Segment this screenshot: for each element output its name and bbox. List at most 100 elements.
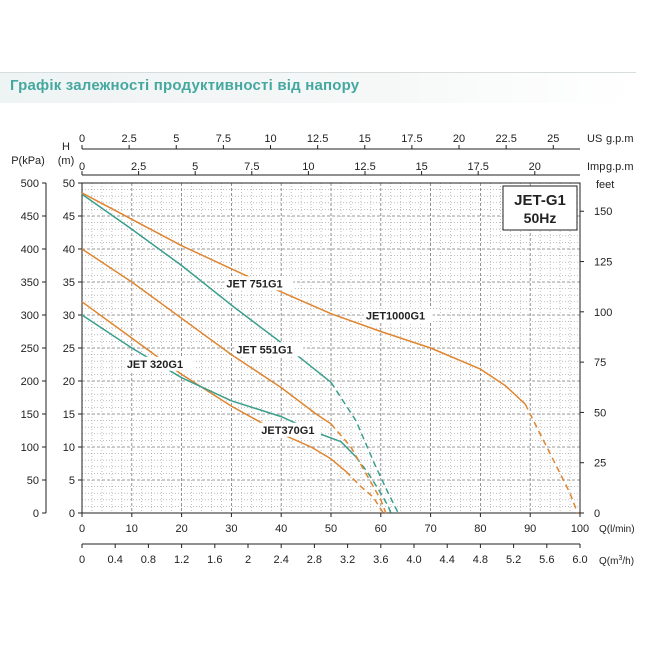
series-line-dashed-jet-751g1 xyxy=(330,381,399,514)
m3h-tick-label: 4.0 xyxy=(406,554,421,566)
pressure-tick-label: 400 xyxy=(21,244,39,256)
imp-gpm-axis-unit: g.p.m xyxy=(606,161,634,173)
pressure-tick-label: 500 xyxy=(21,178,39,190)
pressure-tick-label: 200 xyxy=(21,376,39,388)
feet-tick-label: 0 xyxy=(594,508,600,520)
series-line-jet-320g1 xyxy=(81,301,347,472)
series-label-bg xyxy=(363,308,433,323)
us-gpm-tick-label: 25 xyxy=(547,133,559,145)
x-tick-label-lmin: 20 xyxy=(175,523,187,535)
us-gpm-tick-label: 0 xyxy=(79,133,85,145)
series-line-dashed-jet-551g1 xyxy=(330,423,387,514)
y-tick-label-head: 15 xyxy=(63,409,75,421)
x-tick-label-lmin: 70 xyxy=(424,523,436,535)
series-label-bg xyxy=(224,276,294,291)
imp-gpm-tick-label: 7.5 xyxy=(244,161,259,173)
x-tick-label-lmin: 80 xyxy=(474,523,486,535)
us-gpm-tick-label: 12.5 xyxy=(307,133,328,145)
imp-gpm-tick-label: 15 xyxy=(415,161,427,173)
x-tick-label-lmin: 30 xyxy=(225,523,237,535)
pressure-tick-label: 150 xyxy=(21,409,39,421)
us-gpm-axis-unit: g.p.m xyxy=(606,133,634,145)
feet-tick-label: 25 xyxy=(594,458,606,470)
series-label: JET1000G1 xyxy=(366,311,425,323)
y-tick-label-head: 5 xyxy=(69,475,75,487)
x-tick-label-lmin: 40 xyxy=(275,523,287,535)
y-tick-label-head: 45 xyxy=(63,211,75,223)
us-gpm-tick-label: 7.5 xyxy=(216,133,231,145)
y-tick-label-head: 0 xyxy=(69,508,75,520)
y-tick-label-head: 25 xyxy=(63,343,75,355)
m3h-tick-label: 1.6 xyxy=(207,554,222,566)
y-tick-label-head: 50 xyxy=(63,178,75,190)
m3h-tick-label: 3.6 xyxy=(373,554,388,566)
x-tick-label-lmin: 100 xyxy=(571,523,589,535)
model-box-frequency: 50Hz xyxy=(524,210,557,226)
m3h-tick-label: 3.2 xyxy=(340,554,355,566)
x-tick-label-lmin: 90 xyxy=(524,523,536,535)
series-line-jet1000g1 xyxy=(81,192,526,405)
us-gpm-tick-label: 2.5 xyxy=(121,133,136,145)
imp-gpm-tick-label: 10 xyxy=(302,161,314,173)
x-tick-label-lmin: 50 xyxy=(325,523,337,535)
feet-tick-label: 50 xyxy=(594,407,606,419)
us-gpm-tick-label: 5 xyxy=(173,133,179,145)
m3h-tick-label: 2 xyxy=(245,554,251,566)
x-axis-title-m3h: Q(m3/h) xyxy=(599,555,634,567)
feet-axis-title: feet xyxy=(596,179,614,191)
m3h-tick-label: 1.2 xyxy=(174,554,189,566)
head-axis-title: H xyxy=(62,141,70,153)
m3h-tick-label: 4.8 xyxy=(473,554,488,566)
series-label-bg xyxy=(124,356,194,371)
pressure-tick-label: 250 xyxy=(21,343,39,355)
us-gpm-tick-label: 20 xyxy=(453,133,465,145)
imp-gpm-tick-label: 20 xyxy=(529,161,541,173)
imp-gpm-tick-label: 17.5 xyxy=(467,161,488,173)
series-label: JET 320G1 xyxy=(127,359,183,371)
model-box xyxy=(502,185,578,231)
y-tick-label-head: 30 xyxy=(63,310,75,322)
m3h-tick-label: 5.6 xyxy=(539,554,554,566)
feet-tick-label: 75 xyxy=(594,357,606,369)
m3h-tick-label: 0.8 xyxy=(141,554,156,566)
feet-tick-label: 100 xyxy=(594,307,612,319)
pressure-tick-label: 300 xyxy=(21,310,39,322)
feet-tick-label: 125 xyxy=(594,257,612,269)
head-axis-unit: (m) xyxy=(58,155,75,167)
y-tick-label-head: 35 xyxy=(63,277,75,289)
series-line-jet-551g1 xyxy=(81,248,332,425)
series-line-jet370g1 xyxy=(81,314,357,458)
us-gpm-tick-label: 15 xyxy=(359,133,371,145)
title-band: Графік залежності продуктивності від нап… xyxy=(0,72,636,103)
feet-tick-label: 150 xyxy=(594,206,612,218)
x-tick-label-lmin: 60 xyxy=(375,523,387,535)
y-tick-label-head: 10 xyxy=(63,442,75,454)
series-label: JET 751G1 xyxy=(226,278,282,290)
series-line-dashed-jet-320g1 xyxy=(345,470,384,514)
pressure-tick-label: 100 xyxy=(21,442,39,454)
imp-gpm-axis-title: Imp xyxy=(587,161,605,173)
m3h-tick-label: 4.4 xyxy=(440,554,455,566)
x-axis-title-lmin: Q(l/min) xyxy=(599,524,635,535)
m3h-tick-label: 2.4 xyxy=(274,554,289,566)
pressure-tick-label: 350 xyxy=(21,277,39,289)
us-gpm-axis-title: US xyxy=(587,133,602,145)
model-box-name: JET-G1 xyxy=(514,192,566,209)
m3h-tick-label: 5.2 xyxy=(506,554,521,566)
us-gpm-tick-label: 10 xyxy=(264,133,276,145)
page-title: Графік залежності продуктивності від нап… xyxy=(10,77,360,94)
y-tick-label-head: 40 xyxy=(63,244,75,256)
series-label-bg xyxy=(234,342,304,357)
imp-gpm-tick-label: 12.5 xyxy=(354,161,375,173)
m3h-tick-label: 0.4 xyxy=(108,554,123,566)
us-gpm-tick-label: 22.5 xyxy=(495,133,516,145)
series-label: JET 551G1 xyxy=(236,344,292,356)
m3h-tick-label: 0 xyxy=(79,554,85,566)
pressure-tick-label: 50 xyxy=(27,475,39,487)
pressure-tick-label: 0 xyxy=(33,508,39,520)
series-label: JET370G1 xyxy=(261,425,314,437)
imp-gpm-tick-label: 5 xyxy=(192,161,198,173)
imp-gpm-tick-label: 2.5 xyxy=(131,161,146,173)
